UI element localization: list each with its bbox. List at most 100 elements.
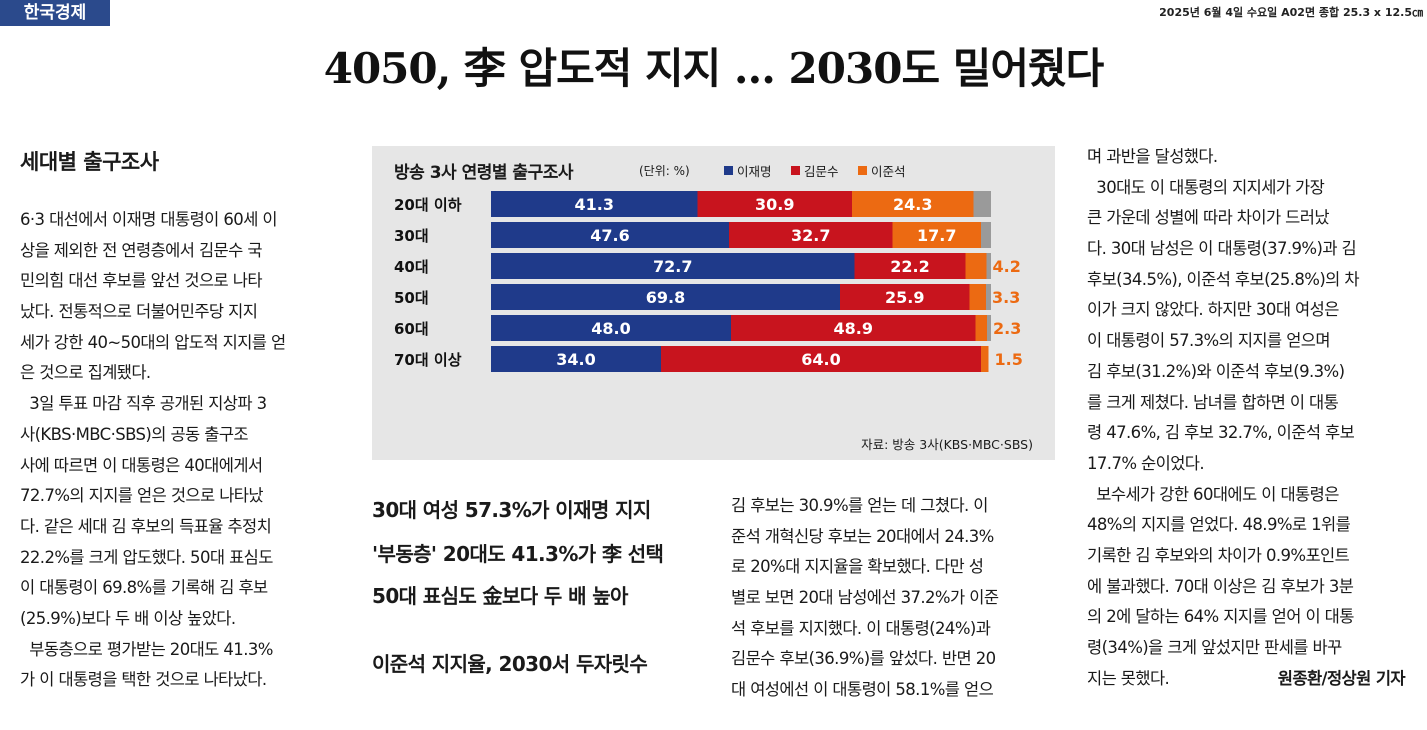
data-label: 4.2 xyxy=(993,257,1021,276)
bar-segment xyxy=(491,253,855,279)
text-line: 준석 개혁신당 후보는 20대에서 24.3% xyxy=(731,526,994,546)
headline: 4050, 李 압도적 지지 … 2030도 밀어줬다 xyxy=(323,44,1105,93)
text-line: 났다. 전통적으로 더불어민주당 지지 xyxy=(20,302,258,322)
text-line: 48%의 지지를 얻었다. 48.9%로 1위를 xyxy=(1087,515,1351,535)
text-line: (25.9%)보다 두 배 이상 높았다. xyxy=(20,608,236,628)
text-line: 기록한 김 후보와의 차이가 0.9%포인트 xyxy=(1087,545,1350,565)
text-line: 이 대통령이 57.3%의 지지를 얻으며 xyxy=(1087,331,1331,351)
data-label: 25.9 xyxy=(885,288,924,307)
legend-swatch xyxy=(791,166,800,175)
bar-segment xyxy=(661,346,981,372)
legend-swatch xyxy=(724,166,733,175)
text-line: 6·3 대선에서 이재명 대통령이 60세 이 xyxy=(20,210,278,229)
data-label: 17.7 xyxy=(917,226,956,245)
bar-segment xyxy=(697,191,852,217)
bar-segment xyxy=(840,284,970,310)
data-label: 47.6 xyxy=(590,226,629,245)
issue-info: 2025년 6월 4일 수요일 A02면 종합 25.3 x 12.5㎝ xyxy=(1159,6,1423,19)
subheading: 이준석 지지율, 2030서 두자릿수 xyxy=(372,652,648,676)
bar-remainder xyxy=(986,253,991,279)
bar-segment xyxy=(892,222,981,248)
bar-segment xyxy=(491,284,840,310)
bar-segment xyxy=(854,253,966,279)
bar-segment xyxy=(491,191,698,217)
text-line: 17.7% 순이었다. xyxy=(1087,453,1205,473)
bar-segment xyxy=(852,191,974,217)
bar-segment xyxy=(491,346,661,372)
data-label: 64.0 xyxy=(801,350,840,369)
text-line: 사(KBS·MBC·SBS)의 공동 출구조 xyxy=(20,424,249,444)
text-line: 보수세가 강한 60대에도 이 대통령은 xyxy=(1087,484,1339,504)
chart-box: 방송 3사 연령별 출구조사 (단위: %) 이재명 김문수 이준석 20대 이… xyxy=(372,146,1055,460)
bar-remainder xyxy=(973,191,991,217)
section-heading: 세대별 출구조사 xyxy=(20,150,159,174)
bar-segment xyxy=(975,315,987,341)
text-line: 72.7%의 지지를 얻은 것으로 나타났 xyxy=(20,486,264,506)
bar-segment xyxy=(965,253,987,279)
bar-remainder xyxy=(987,315,991,341)
text-line: 며 과반을 달성했다. xyxy=(1087,147,1218,166)
text-line: 상을 제외한 전 연령층에서 김문수 국 xyxy=(20,240,263,260)
legend-swatch xyxy=(858,166,867,175)
text-line: 후보(34.5%), 이준석 후보(25.8%)의 차 xyxy=(1087,269,1360,289)
bar-segment xyxy=(981,346,989,372)
data-label: 32.7 xyxy=(791,226,830,245)
chart-unit: (단위: %) xyxy=(639,164,690,178)
text-line: 를 크게 제쳤다. 남녀를 합하면 이 대통 xyxy=(1087,392,1339,412)
text-line: 로 20%대 지지율을 확보했다. 다만 성 xyxy=(731,557,984,577)
text-line: 사에 따르면 이 대통령은 40대에게서 xyxy=(20,455,263,475)
text-line: 민의힘 대선 후보를 앞선 것으로 나타 xyxy=(20,271,263,291)
text-line: 의 2에 달하는 64% 지지를 얻어 이 대통 xyxy=(1087,607,1354,627)
category-label: 30대 xyxy=(394,227,429,245)
text-line: 다. 같은 세대 김 후보의 득표율 추정치 xyxy=(20,516,272,536)
category-label: 20대 이하 xyxy=(394,196,462,214)
category-label: 60대 xyxy=(394,320,429,338)
text-line: 세가 강한 40~50대의 압도적 지지를 얻 xyxy=(20,332,286,352)
text-line: 큰 가운데 성별에 따라 차이가 드러났 xyxy=(1087,208,1330,228)
data-label: 34.0 xyxy=(556,350,595,369)
text-line: 별로 보면 20대 남성에선 37.2%가 이준 xyxy=(731,588,999,608)
text-line: 김 후보는 30.9%를 얻는 데 그쳤다. 이 xyxy=(731,496,989,515)
subheading: 30대 여성 57.3%가 이재명 지지 xyxy=(372,498,651,522)
text-line: 이가 크지 않았다. 하지만 30대 여성은 xyxy=(1087,300,1339,320)
data-label: 2.3 xyxy=(993,319,1021,338)
text-line: 김문수 후보(36.9%)를 앞섰다. 반면 20 xyxy=(731,649,996,669)
text-line: 대 여성에선 이 대통령이 58.1%를 얻으 xyxy=(731,680,994,700)
chart-source: 자료: 방송 3사(KBS·MBC·SBS) xyxy=(861,437,1033,452)
text-line: 이 대통령이 69.8%를 기록해 김 후보 xyxy=(20,578,268,598)
bar-remainder xyxy=(981,222,991,248)
data-label: 22.2 xyxy=(890,257,929,276)
data-label: 3.3 xyxy=(992,288,1020,307)
legend-item: 이준석 xyxy=(858,161,906,180)
legend-label: 이준석 xyxy=(871,164,906,179)
text-line: 지는 못했다. 원종환/정상원 기자 xyxy=(1087,664,1406,695)
data-label: 1.5 xyxy=(995,350,1023,369)
byline: 원종환/정상원 기자 xyxy=(1277,668,1406,688)
legend-item: 이재명 xyxy=(724,161,772,180)
legend-item: 김문수 xyxy=(791,161,839,180)
bar-segment xyxy=(729,222,893,248)
text-line: 석 후보를 지지했다. 이 대통령(24%)과 xyxy=(731,618,991,638)
text-line: 30대도 이 대통령의 지지세가 가장 xyxy=(1087,177,1325,197)
bar-remainder xyxy=(986,284,991,310)
bar-segment xyxy=(969,284,986,310)
legend-label: 이재명 xyxy=(737,164,772,179)
text-line: 가 이 대통령을 택한 것으로 나타났다. xyxy=(20,670,267,690)
bar-segment xyxy=(491,315,731,341)
stacked-bar-chart: 20대 이하 41.3 30.9 24.3 30대 47.6 32.7 17.7 40대 72.7… xyxy=(394,191,1023,372)
text-line: 부동층으로 평가받는 20대도 41.3% xyxy=(20,639,273,659)
category-label: 70대 이상 xyxy=(394,351,462,369)
data-label: 48.0 xyxy=(591,319,630,338)
text-line: 22.2%를 크게 압도했다. 50대 표심도 xyxy=(20,547,273,567)
text-line: 다. 30대 남성은 이 대통령(37.9%)과 김 xyxy=(1087,239,1357,259)
text-line: 김 후보(31.2%)와 이준석 후보(9.3%) xyxy=(1087,361,1345,381)
data-label: 41.3 xyxy=(575,195,614,214)
legend-label: 김문수 xyxy=(804,164,839,179)
data-label: 69.8 xyxy=(646,288,685,307)
bar-segment xyxy=(491,222,729,248)
category-label: 50대 xyxy=(394,289,429,307)
subheading: 50대 표심도 金보다 두 배 높아 xyxy=(372,584,628,608)
